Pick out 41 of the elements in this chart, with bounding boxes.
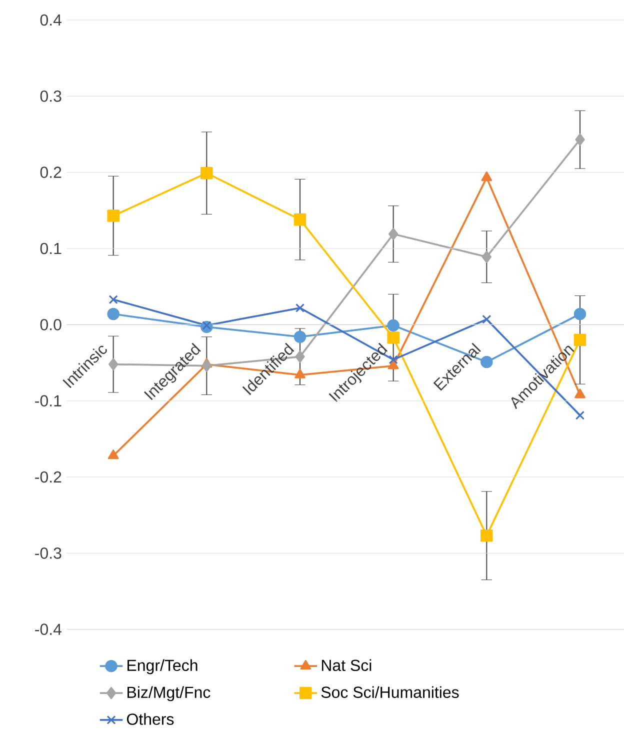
legend-label: Engr/Tech	[128, 659, 198, 674]
point	[575, 133, 585, 146]
point	[295, 303, 305, 312]
point	[574, 308, 586, 320]
point	[574, 388, 586, 398]
point	[294, 368, 306, 378]
point	[295, 350, 305, 363]
y-tick-label: 0.1	[40, 242, 62, 254]
point	[108, 450, 119, 460]
legend-label: Nat Sci	[322, 659, 372, 672]
point	[294, 330, 306, 343]
point	[481, 172, 492, 182]
y-tick-label: 0.4	[40, 14, 62, 26]
point	[388, 355, 398, 364]
y-tick-label: -0.2	[35, 471, 62, 483]
legend-label: Soc Sci/Humanities	[321, 686, 459, 698]
point	[107, 308, 120, 320]
point	[387, 331, 400, 344]
point	[294, 213, 306, 226]
point	[480, 356, 493, 368]
point	[108, 358, 118, 370]
y-tick-label: -0.1	[35, 395, 62, 406]
point	[387, 319, 400, 332]
point	[575, 410, 585, 420]
y-tick-label: -0.3	[35, 548, 62, 559]
point	[108, 294, 118, 304]
point	[388, 360, 399, 370]
y-tick-label: 0.2	[40, 166, 62, 178]
y-tick-label: 0.0	[40, 319, 62, 330]
point	[574, 334, 586, 346]
point	[202, 360, 212, 372]
y-tick-label: 0.3	[40, 90, 62, 102]
legend-label: Others	[126, 713, 174, 725]
point	[107, 210, 120, 222]
y-tick-label: -0.4	[35, 624, 62, 635]
point	[482, 250, 492, 264]
point	[480, 530, 493, 542]
point	[388, 228, 398, 240]
point	[200, 166, 213, 180]
point	[482, 314, 492, 324]
legend-label: Biz/Mgt/Fnc	[128, 686, 210, 702]
